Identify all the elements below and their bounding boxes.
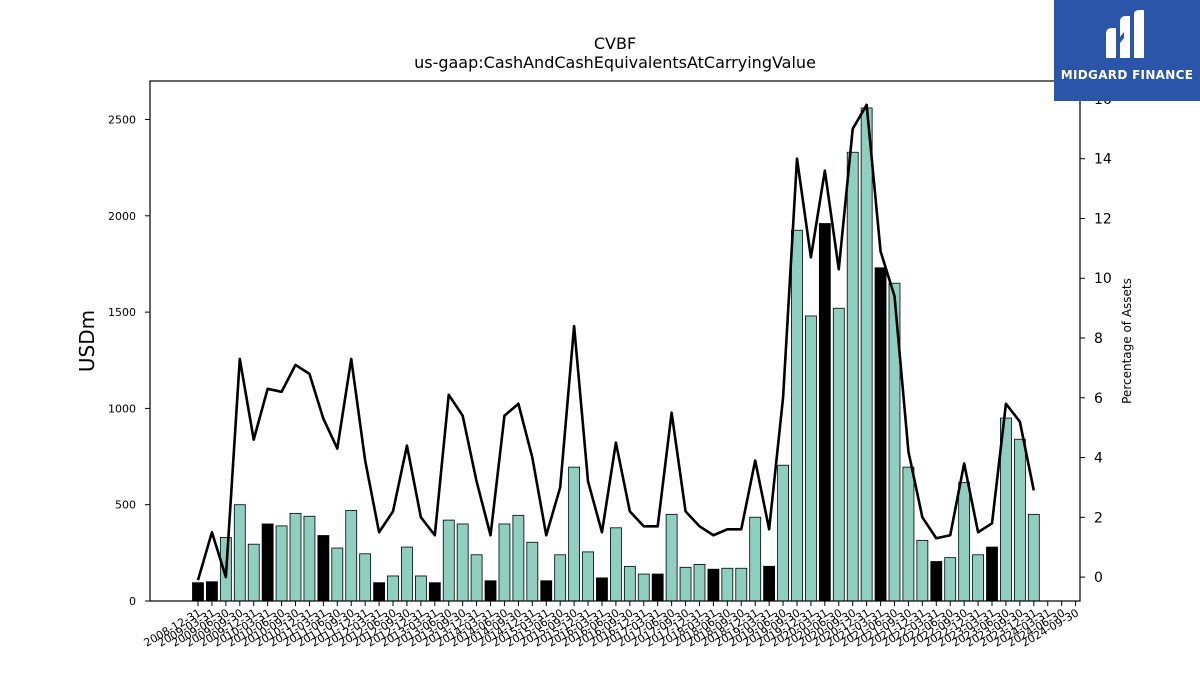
- y2-tick-label-2: 2: [1094, 510, 1103, 526]
- bar-2015-09-30: [568, 466, 581, 602]
- bar-2018-03-31: [707, 568, 720, 602]
- bar-2015-06-30: [554, 554, 567, 602]
- bar-2021-09-30: [902, 466, 915, 602]
- y-tick-label-2000: 2000: [108, 210, 136, 223]
- bar-series: [192, 107, 1040, 602]
- y-tick-label-1500: 1500: [108, 306, 136, 319]
- bar-2017-12-31: [693, 564, 706, 602]
- chart-title: CVBF: [594, 34, 636, 53]
- bar-2013-09-30: [456, 523, 469, 602]
- bar-2010-06-30: [275, 525, 288, 602]
- y2-tick-label-8: 8: [1094, 331, 1103, 347]
- percentage-of-assets-line: [196, 103, 1036, 581]
- bar-2013-06-30: [442, 519, 455, 602]
- bar-2013-03-31: [428, 582, 441, 602]
- y2-tick-label-6: 6: [1094, 391, 1103, 407]
- bar-2011-06-30: [331, 547, 344, 602]
- y2-tick-label-0: 0: [1094, 570, 1103, 586]
- y2-tick-label-4: 4: [1094, 451, 1103, 467]
- chart-subtitle: us-gaap:CashAndCashEquivalentsAtCarrying…: [414, 53, 816, 72]
- bar-2022-06-30: [944, 557, 957, 602]
- bar-2022-09-30: [958, 482, 971, 602]
- bar-2011-09-30: [345, 510, 358, 602]
- bar-2016-12-31: [637, 573, 650, 602]
- bar-2010-09-30: [289, 512, 302, 602]
- x-axis: 2008-12-312009-03-312009-06-302009-09-30…: [142, 601, 1081, 650]
- bar-2017-06-30: [665, 513, 678, 602]
- bar-2016-06-30: [610, 527, 622, 602]
- bar-2015-03-31: [540, 580, 553, 602]
- bar-2023-12-31: [1027, 513, 1040, 602]
- bar-2020-12-31: [860, 107, 873, 602]
- y2-tick-label-10: 10: [1094, 271, 1112, 287]
- y2-tick-label-12: 12: [1094, 211, 1112, 227]
- bar-2014-09-30: [512, 514, 525, 602]
- bar-2019-09-30: [791, 229, 803, 602]
- bar-2017-03-31: [651, 573, 664, 602]
- y-tick-label-500: 500: [115, 499, 136, 512]
- bar-2019-12-31: [805, 315, 817, 602]
- bar-2010-03-31: [261, 523, 274, 602]
- bar-2016-03-31: [596, 577, 608, 602]
- bar-2011-03-31: [317, 535, 330, 602]
- bar-2009-09-30: [233, 504, 246, 602]
- bar-2012-12-31: [414, 575, 427, 602]
- bar-2022-12-31: [972, 554, 984, 602]
- y2-axis-label: Percentage of Assets: [1120, 278, 1134, 404]
- bar-2020-06-30: [832, 307, 845, 602]
- y-tick-label-1000: 1000: [108, 402, 136, 415]
- y-axis-right: 0246810121416: [1080, 92, 1112, 586]
- y-axis-label: USDm: [75, 310, 99, 372]
- bar-2019-06-30: [777, 464, 789, 602]
- bar-2014-03-31: [484, 580, 497, 602]
- bar-2019-03-31: [763, 565, 776, 602]
- bar-2020-09-30: [846, 151, 859, 602]
- bar-2012-09-30: [401, 546, 413, 602]
- bar-2016-09-30: [623, 565, 636, 602]
- bar-2009-03-31: [206, 581, 218, 602]
- y-tick-label-2500: 2500: [108, 114, 136, 127]
- midgard-finance-logo-text: MIDGARD FINANCE: [1060, 68, 1194, 82]
- bar-2018-06-30: [721, 567, 734, 602]
- bar-2023-03-31: [986, 546, 998, 602]
- bar-2023-09-30: [1013, 438, 1026, 602]
- bar-2014-12-31: [526, 541, 539, 602]
- midgard-finance-logo: MIDGARD FINANCE: [1054, 0, 1200, 101]
- bar-2020-03-31: [818, 223, 831, 602]
- y-tick-label-0: 0: [129, 595, 136, 608]
- bar-2011-12-31: [359, 553, 372, 602]
- bar-2012-03-31: [373, 582, 385, 602]
- midgard-logo-icon: [1106, 10, 1144, 58]
- bar-2022-03-31: [930, 561, 943, 602]
- bar-2008-12-31: [192, 582, 204, 602]
- plot-frame: [149, 80, 1081, 602]
- bar-2010-12-31: [303, 515, 316, 602]
- bar-2018-09-30: [735, 567, 748, 602]
- y2-tick-label-14: 14: [1094, 152, 1112, 168]
- bar-2015-12-31: [582, 551, 594, 602]
- bar-2014-06-30: [498, 523, 511, 602]
- bar-2018-12-31: [749, 516, 762, 602]
- percentage-line-series: [196, 103, 1036, 581]
- bar-2017-09-30: [679, 566, 692, 602]
- bar-2021-12-31: [916, 539, 929, 602]
- bar-2009-12-31: [247, 543, 260, 602]
- bar-2012-06-30: [387, 575, 399, 602]
- bar-2013-12-31: [470, 554, 483, 602]
- y-axis-left: 0 500 1000 1500 2000 2500: [108, 114, 150, 608]
- bar-2021-03-31: [874, 267, 887, 602]
